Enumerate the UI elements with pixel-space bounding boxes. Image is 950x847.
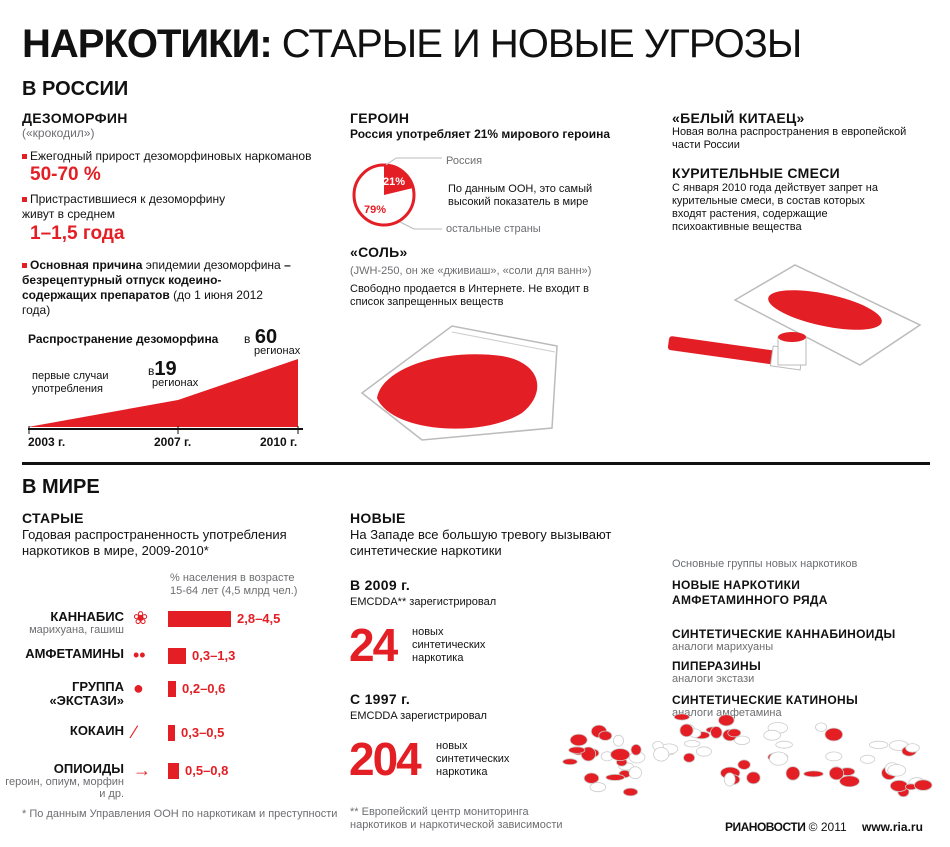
bar-label: ГРУППА «ЭКСТАЗИ» (49, 679, 124, 708)
bar (168, 611, 231, 627)
section-russia-heading: В РОССИИ (22, 78, 129, 100)
drug-icon: •• (133, 645, 146, 665)
new-subtitle: На Западе все большую тревогу вызывают с… (350, 527, 612, 558)
count-204-text: новых синтетических наркотика (436, 740, 510, 778)
registered-1997: EMCDDA зарегистрировал (350, 710, 487, 722)
group-cathinones: СИНТЕТИЧЕСКИЕ КАТИНОНЫ (672, 693, 858, 707)
page-title: НАРКОТИКИ: СТАРЫЕ И НОВЫЕ УГРОЗЫ (22, 22, 802, 66)
spread-title: Распространение дезоморфина (28, 332, 219, 346)
old-subtitle: Годовая распространенность употребления … (22, 527, 287, 558)
salt-text: Свободно продается в Интернете. Не входи… (350, 283, 590, 308)
label-19-regions: в19 регионах (148, 358, 199, 389)
count-24: 24 (349, 619, 398, 671)
bar (168, 725, 175, 741)
growth-value: 50-70 % (30, 164, 101, 185)
drug-icon: ❀ (133, 608, 149, 628)
white-chinese-title: «БЕЛЫЙ КИТАЕЦ» (672, 110, 805, 126)
bar-value-label: 0,3–1,3 (192, 648, 236, 663)
pie-other-label: остальные страны (446, 223, 541, 235)
group-cannabinoids-sub: аналоги марихуаны (672, 641, 774, 653)
old-title: СТАРЫЕ (22, 510, 84, 526)
smoking-mixes-text: С января 2010 года действует запрет на к… (672, 182, 878, 233)
bar (168, 763, 179, 779)
heroin-title: ГЕРОИН (350, 110, 410, 126)
pie-pct-other: 79% (364, 204, 387, 216)
world-drug-bar-chart: КАННАБИС марихуана, гашиш ❀ 2,8–4,5 АМФЕТАМИ… (0, 600, 330, 800)
bar-label: КОКАИН (69, 723, 124, 738)
salt-bag-illustration (360, 325, 558, 441)
registered-2009: EMCDDA** зарегистрировал (350, 596, 497, 608)
spread-area-chart (28, 359, 303, 430)
new-footnote: ** Европейский центр мониторинга наркоти… (350, 806, 563, 831)
count-204: 204 (349, 733, 422, 785)
bar-label: ОПИОИДЫ героин, опиум, морфин и др. (5, 761, 124, 801)
site-link[interactable]: www.ria.ru (862, 820, 923, 834)
group-amphetamine: НОВЫЕ НАРКОТИКИ АМФЕТАМИННОГО РЯДА (672, 578, 828, 607)
heroin-subtitle: Россия употребляет 21% мирового героина (350, 127, 611, 141)
drug-icon: → (133, 760, 151, 780)
salt-subtitle: (JWH-250, он же «дживиаш», «соли для ван… (350, 265, 592, 277)
section-divider (22, 462, 930, 465)
section-world-heading: В МИРЕ (22, 476, 100, 498)
footer: РИАНОВОСТИ © 2011 www.ria.ru (725, 820, 923, 834)
drug-icon: ● (133, 678, 144, 698)
bar-value-label: 0,5–0,8 (185, 763, 229, 778)
group-cannabinoids: СИНТЕТИЧЕСКИЕ КАННАБИНОИДЫ (672, 627, 896, 641)
cause-text: Основная причина эпидемии дезоморфина – … (22, 258, 291, 317)
group-piperazines: ПИПЕРАЗИНЫ (672, 659, 762, 673)
group-cathinones-sub: аналоги амфетамина (672, 707, 782, 719)
desomorphine-subtitle: («крокодил») (22, 126, 95, 140)
year-ticks (28, 426, 299, 434)
old-footnote: * По данным Управления ООН по наркотикам… (22, 808, 338, 820)
pills-illustration (562, 713, 933, 798)
salt-title: «СОЛЬ» (350, 244, 408, 260)
heroin-note: По данным ООН, это самый высокий показат… (448, 183, 593, 208)
ria-logo: РИАНОВОСТИ (725, 820, 806, 834)
groups-title: Основные группы новых наркотиков (672, 558, 858, 570)
bar-label: АМФЕТАМИНЫ (25, 646, 124, 661)
bar (168, 681, 176, 697)
smoking-mixes-title: КУРИТЕЛЬНЫЕ СМЕСИ (672, 165, 841, 181)
life-label: Пристрастившиеся к дезоморфину живут в с… (22, 192, 226, 221)
year-2009: В 2009 г. (350, 577, 411, 593)
group-piperazines-sub: аналоги экстази (672, 673, 755, 685)
growth-label: Ежегодный прирост дезоморфиновых наркома… (22, 149, 332, 164)
count-24-text: новых синтетических наркотика (412, 626, 486, 664)
new-title: НОВЫЕ (350, 510, 406, 526)
pie-russia-label: Россия (446, 155, 483, 167)
bar-value-label: 2,8–4,5 (237, 611, 281, 626)
old-axis-note: % населения в возрасте 15-64 лет (4,5 мл… (170, 572, 298, 597)
bar (168, 648, 186, 664)
first-cases-label: первые случаи употребления (32, 370, 109, 395)
drug-icon: ∕ (133, 722, 137, 742)
label-60-regions: в 60 регионах (244, 326, 301, 357)
year-1997: С 1997 г. (350, 691, 411, 707)
pie-pct-russia: 21% (383, 176, 406, 188)
life-value: 1–1,5 года (30, 223, 125, 244)
bar-value-label: 0,3–0,5 (181, 725, 225, 740)
bar-value-label: 0,2–0,6 (182, 681, 226, 696)
desomorphine-title: ДЕЗОМОРФИН (22, 110, 128, 126)
white-chinese-text: Новая волна распространения в европейско… (672, 126, 907, 151)
heroin-pie-chart (352, 157, 442, 230)
pipe-illustration (667, 264, 922, 371)
bar-label: КАННАБИС марихуана, гашиш (29, 609, 124, 637)
